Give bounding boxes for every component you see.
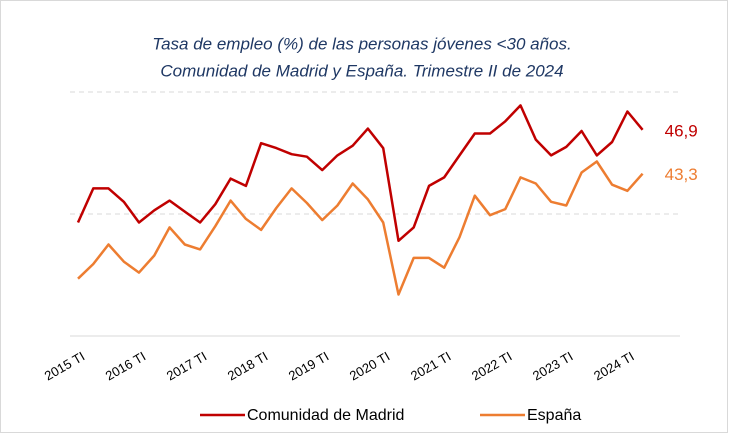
chart-title: Comunidad de Madrid y España. Trimestre … <box>160 61 563 80</box>
legend-label: Comunidad de Madrid <box>247 407 404 424</box>
series-line <box>76 104 644 243</box>
legend-label: España <box>527 407 581 424</box>
series-line <box>77 160 644 296</box>
chart-title: Tasa de empleo (%) de las personas jóven… <box>152 34 571 53</box>
value-label: 43,3 <box>665 165 698 184</box>
value-label: 46,9 <box>665 121 698 140</box>
